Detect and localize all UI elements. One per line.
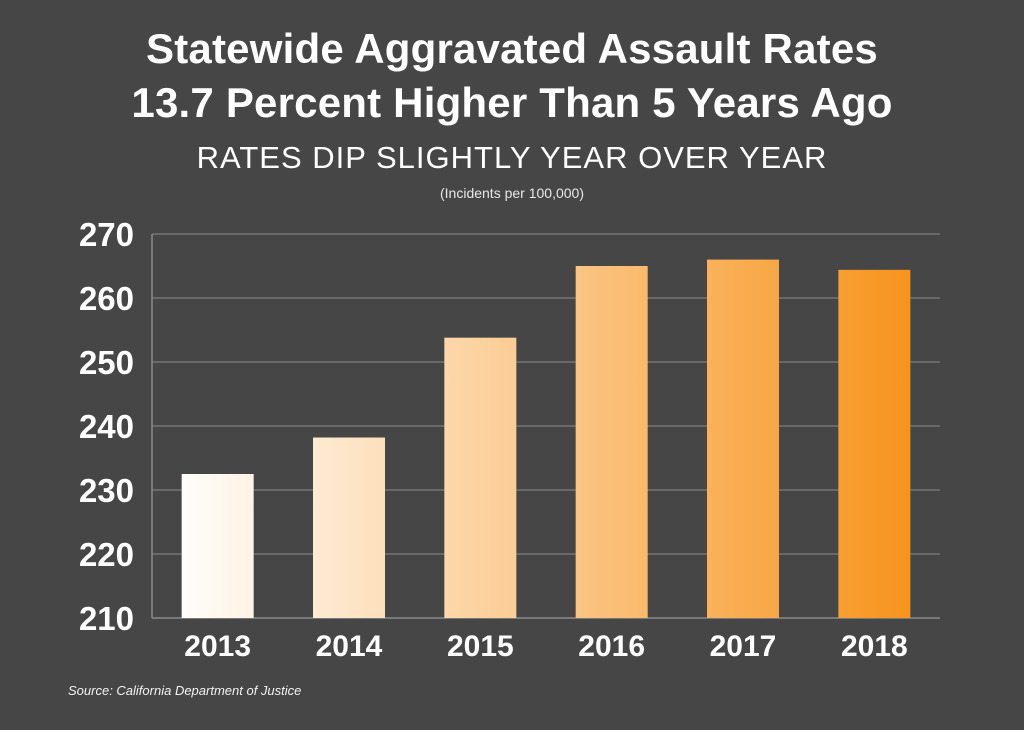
bar-2014 <box>313 437 385 618</box>
y-axis-ticks: 210 220 230 240 250 260 270 <box>79 216 134 637</box>
y-tick-label-210: 210 <box>79 600 134 637</box>
y-tick-label-260: 260 <box>79 280 134 317</box>
bar-2016 <box>575 266 648 618</box>
x-tick-label-2014: 2014 <box>316 630 383 663</box>
chart-subtitle: RATES DIP SLIGHTLY YEAR OVER YEAR <box>196 140 828 175</box>
bar-2018 <box>838 269 911 618</box>
y-tick-label-240: 240 <box>79 408 134 445</box>
y-tick-label-270: 270 <box>79 216 134 253</box>
chart-title-line-2: 13.7 Percent Higher Than 5 Years Ago <box>131 79 893 126</box>
chart-title-line-1: Statewide Aggravated Assault Rates <box>146 25 878 72</box>
bar-2013 <box>181 474 254 618</box>
bars <box>181 259 911 618</box>
units-note: (Incidents per 100,000) <box>440 185 584 201</box>
source-note: Source: California Department of Justice <box>68 683 302 698</box>
x-tick-label-2013: 2013 <box>184 630 251 663</box>
y-tick-label-230: 230 <box>79 472 134 509</box>
bar-2015 <box>444 337 517 618</box>
y-tick-label-250: 250 <box>79 344 134 381</box>
x-tick-label-2018: 2018 <box>841 630 908 663</box>
x-axis-ticks: 2013 2014 2015 2016 2017 2018 <box>184 630 907 663</box>
gridlines <box>151 233 940 619</box>
x-tick-label-2015: 2015 <box>447 630 514 663</box>
x-tick-label-2017: 2017 <box>710 630 777 663</box>
y-tick-label-220: 220 <box>79 536 134 573</box>
x-tick-label-2016: 2016 <box>578 630 645 663</box>
bar-2017 <box>707 259 779 618</box>
